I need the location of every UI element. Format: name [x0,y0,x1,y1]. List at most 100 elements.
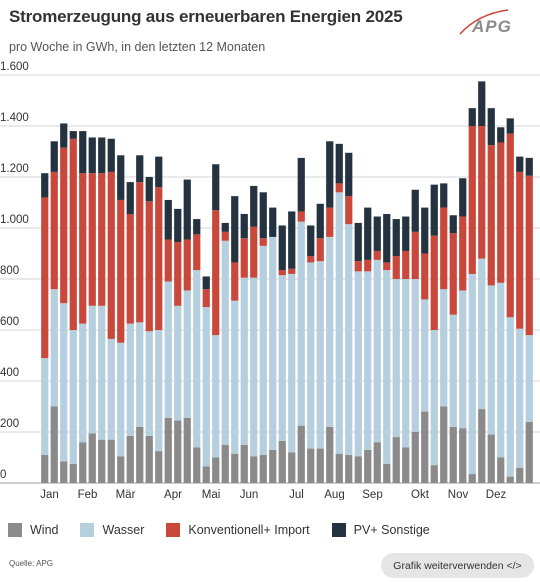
bar-segment [354,456,362,483]
bar-segment [421,253,429,300]
bar-segment [316,203,324,239]
legend-label: PV+ Sonstige [353,523,430,537]
bar-segment [240,277,248,445]
bar-segment [88,305,96,434]
bar-segment [250,185,258,227]
bar-segment [145,435,153,483]
chart-title: Stromerzeugung aus erneuerbaren Energien… [9,7,403,26]
bar-segment [383,262,391,271]
bar-segment [107,338,115,440]
bar-segment [364,207,372,260]
bar-segment [50,289,58,407]
bar-segment [430,330,438,466]
x-tick-label: Jun [240,489,259,500]
bar-segment [60,461,68,483]
bar-segment [107,171,115,339]
bar-segment [316,238,324,262]
bar-segment [297,157,305,212]
bar-segment [259,238,267,246]
bar-segment [60,303,68,462]
bar-segment [345,152,353,197]
bar-segment [164,199,172,240]
bar-segment [449,314,457,427]
y-tick-label: 1.600 [0,61,29,73]
bar-segment [364,271,372,450]
legend-label: Wasser [102,523,145,537]
bar-segment [411,189,419,232]
bar-segment [193,270,201,448]
bar-segment [202,307,210,467]
legend-swatch [166,523,181,537]
bar-segment [136,182,144,323]
bar-segment [60,147,68,304]
x-tick-label: Jul [289,489,304,500]
y-tick-label: 200 [0,418,19,430]
bar-segment [221,240,229,445]
bar-segment [383,463,391,484]
bar-segment [430,184,438,236]
bar-segment [174,420,182,483]
bar-segment [354,222,362,262]
bar-segment [259,454,267,483]
bar-segment [288,268,296,274]
x-tick-label: Mai [202,489,221,500]
bar-segment [259,245,267,455]
bar-segment [335,453,343,483]
bar-segment [487,108,495,146]
bar-segment [107,439,115,483]
bar-segment [79,131,87,174]
bar-segment [297,221,305,426]
embed-graphic-button[interactable]: Grafik weiterverwenden </> [381,553,534,578]
bar-segment [117,155,125,200]
x-tick-label: Jan [40,489,59,500]
source-note: Quelle: APG [9,559,54,568]
bar-segment [155,156,163,188]
bar-segment [126,435,134,483]
bar-segment [307,448,315,483]
bar-segment [316,448,324,483]
bar-segment [506,317,514,477]
bar-segment [516,467,524,483]
bar-segment [373,216,381,251]
bar-segment [440,207,448,290]
bar-segment [430,235,438,330]
bar-segment [487,434,495,483]
bar-segment [50,406,58,483]
bar-segment [288,452,296,483]
bar-segment [221,444,229,483]
bar-segment [449,233,457,315]
legend-item: Wind [8,523,58,537]
bar-segment [202,276,210,290]
bar-segment [525,157,533,176]
chart-subtitle: pro Woche in GWh, in den letzten 12 Mona… [9,40,266,54]
bar-segment [50,141,58,172]
x-tick-label: Apr [164,489,182,500]
bar-segment [79,323,87,443]
bar-segment [354,271,362,457]
bar-segment [231,453,239,483]
x-tick-label: Aug [324,489,344,500]
y-tick-label: 1.200 [0,163,29,175]
bar-segment [231,300,239,454]
bar-segment [364,259,372,272]
bar-segment [250,456,258,483]
apg-logo: APG [459,9,511,36]
bar-segment [497,457,505,483]
bar-segment [79,442,87,483]
bar-segment [516,171,524,329]
bar-segment [478,258,486,410]
bar-segment [478,126,486,259]
bar-segment [459,178,467,217]
bar-segment [50,171,58,290]
bar-segment [373,250,381,260]
bar-segment [326,207,334,237]
bar-segment [392,279,400,438]
bar-segment [69,138,77,330]
bar-segment [383,270,391,464]
bar-segment [183,179,191,240]
bar-segment [193,234,201,271]
bar-segment [41,454,49,483]
bar-segment [392,219,400,257]
bar-segment [98,173,106,306]
bar-segment [269,449,277,483]
